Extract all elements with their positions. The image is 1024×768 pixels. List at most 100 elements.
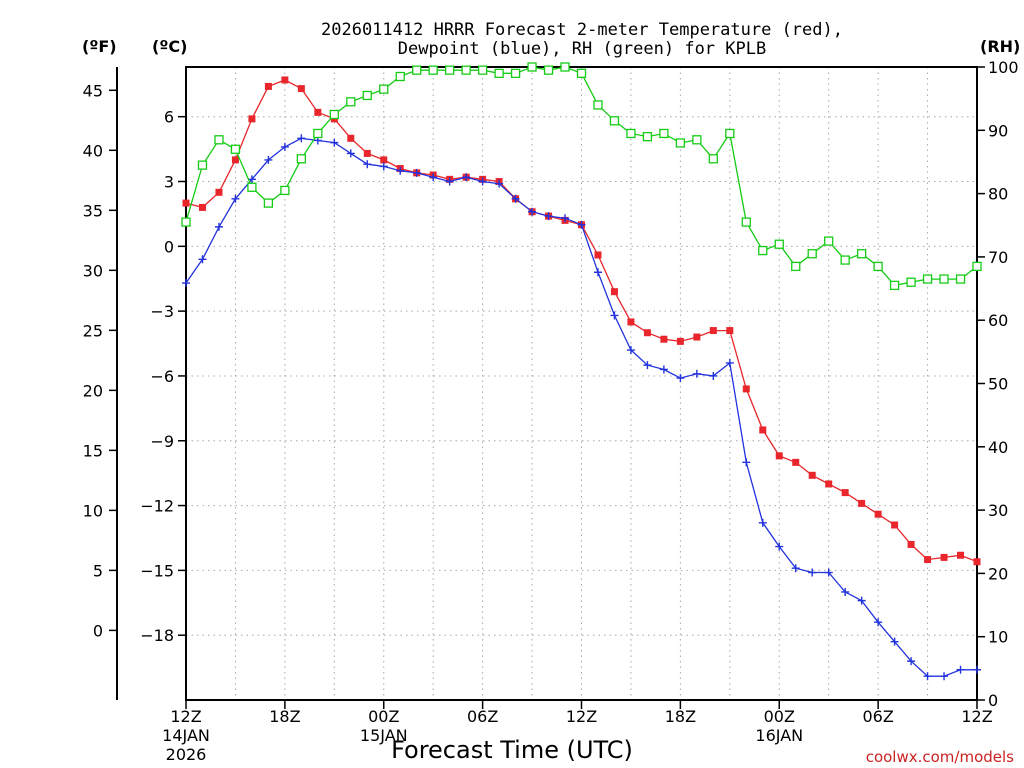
dewpoint-point <box>758 518 767 527</box>
rh-point <box>510 68 521 78</box>
rh-tick-label: 0 <box>988 691 998 710</box>
x-axis-title: Forecast Time (UTC) <box>391 736 633 764</box>
axes-layer: 630−3−6−9−12−15−184540353025201510501009… <box>83 58 1019 764</box>
temperature-point <box>198 203 206 211</box>
rh-point <box>445 65 455 75</box>
temperature-point <box>643 329 651 337</box>
temperature-point <box>957 551 965 559</box>
dewpoint-point <box>280 142 289 151</box>
celsius-tick-label: −18 <box>140 626 174 645</box>
dewpoint-point <box>577 220 586 229</box>
temperature-point <box>940 553 948 561</box>
x-tick-label: 06Z <box>467 707 498 726</box>
rh-point <box>379 84 389 94</box>
fahrenheit-tick-label: 45 <box>83 81 103 100</box>
dewpoint-point <box>429 173 438 182</box>
rh-point <box>263 198 274 208</box>
temperature-point <box>693 333 701 341</box>
dewpoint-point <box>725 358 734 367</box>
series-layer <box>181 62 982 681</box>
rh-point <box>593 100 603 110</box>
rh-tick-label: 60 <box>988 311 1008 330</box>
rh-point <box>692 135 702 145</box>
temperature-point <box>726 327 734 335</box>
fahrenheit-tick-label: 20 <box>83 381 103 400</box>
rh-tick-label: 70 <box>988 248 1008 267</box>
dewpoint-point <box>544 212 553 221</box>
rh-point <box>791 261 801 272</box>
temperature-point <box>841 489 849 497</box>
dewpoint-point <box>841 587 850 596</box>
dewpoint-point <box>363 160 372 169</box>
rh-point <box>313 128 323 139</box>
rh-point <box>214 135 224 145</box>
rh-point <box>758 245 768 256</box>
rh-tick-label: 30 <box>988 501 1008 520</box>
temperature-point <box>973 558 981 566</box>
rh-point <box>609 116 620 126</box>
dewpoint-point <box>907 657 916 666</box>
temperature-point <box>215 188 223 196</box>
dewpoint-point <box>264 155 273 164</box>
rh-tick-label: 20 <box>988 564 1008 583</box>
fahrenheit-tick-label: 35 <box>83 201 103 220</box>
dewpoint-point <box>182 279 190 288</box>
dewpoint-point <box>462 173 471 182</box>
rh-point <box>626 128 636 139</box>
rh-point <box>247 182 257 192</box>
temperature-point <box>297 85 305 93</box>
rh-point <box>840 255 850 265</box>
dewpoint-point <box>742 458 751 467</box>
rh-point <box>955 274 966 284</box>
dewpoint-point <box>874 618 883 627</box>
fahrenheit-unit-label: (ºF) <box>82 37 117 56</box>
temperature-point <box>380 156 388 164</box>
temperature-point <box>594 251 602 259</box>
celsius-tick-label: 3 <box>164 173 174 192</box>
rh-point <box>428 65 438 75</box>
temperature-point <box>907 540 915 548</box>
temperature-point <box>874 510 882 518</box>
celsius-unit-label: (ºC) <box>152 37 187 56</box>
dewpoint-point <box>923 672 932 681</box>
dewpoint-point <box>396 166 405 175</box>
celsius-tick-label: 6 <box>164 108 174 127</box>
dewpoint-point <box>247 175 256 184</box>
chart-title-line-1: 2026011412 HRRR Forecast 2-meter Tempera… <box>321 20 843 40</box>
dewpoint-point <box>593 268 602 277</box>
dewpoint-point <box>610 311 619 320</box>
rh-point <box>346 97 356 107</box>
temperature-point <box>709 327 717 335</box>
rh-point <box>807 249 817 259</box>
dewpoint-point <box>297 134 306 143</box>
x-tick-label: 06Z <box>862 707 893 726</box>
temperature-point <box>610 288 618 296</box>
dewpoint-point <box>330 138 339 147</box>
rh-tick-label: 90 <box>988 121 1008 140</box>
temperature-point <box>627 318 635 326</box>
rh-point <box>477 65 488 75</box>
temperature-point <box>759 426 767 434</box>
temperature-point <box>775 452 783 460</box>
fahrenheit-tick-label: 0 <box>93 621 103 640</box>
x-tick-label: 12Z <box>170 707 201 726</box>
temperature-point <box>347 134 355 142</box>
dewpoint-point <box>775 542 784 551</box>
fahrenheit-tick-label: 10 <box>83 501 103 520</box>
celsius-tick-label: −12 <box>140 497 174 516</box>
x-tick-label: 12Z <box>566 707 597 726</box>
dewpoint-point <box>890 637 899 646</box>
rh-point <box>675 138 686 148</box>
dewpoint-point <box>528 207 537 216</box>
rh-tick-label: 50 <box>988 375 1008 394</box>
x-tick-label: 18Z <box>665 707 696 726</box>
rh-tick-label: 80 <box>988 185 1008 204</box>
rh-point <box>873 261 883 272</box>
dewpoint-point <box>791 564 800 573</box>
temperature-point <box>314 108 322 116</box>
dewpoint-point <box>643 361 652 370</box>
rh-point <box>576 68 587 78</box>
dewpoint-point <box>626 346 635 355</box>
rh-point <box>824 236 834 246</box>
